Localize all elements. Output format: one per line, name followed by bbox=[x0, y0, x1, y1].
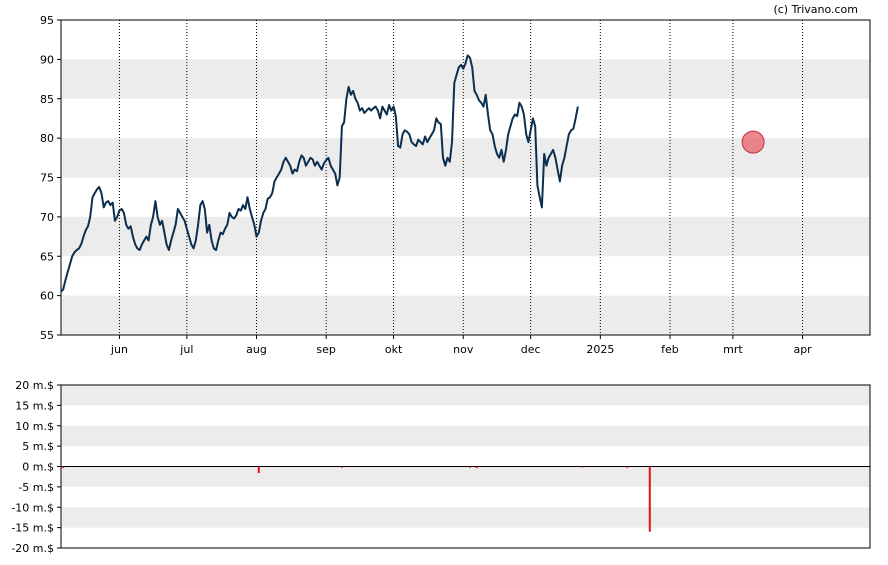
y-tick-label: 55 bbox=[40, 329, 54, 342]
x-tick-label: dec bbox=[521, 343, 541, 356]
volume-y-tick-label: 5 m.$ bbox=[22, 440, 54, 453]
volume-grid-band bbox=[61, 425, 870, 447]
x-tick-label: nov bbox=[453, 343, 474, 356]
price-series-line bbox=[60, 54, 579, 293]
x-tick-label: okt bbox=[385, 343, 403, 356]
price-plot-frame bbox=[60, 19, 871, 336]
volume-y-tick-label: -15 m.$ bbox=[11, 522, 54, 535]
price-grid-band bbox=[61, 216, 870, 257]
volume-bar bbox=[626, 466, 629, 468]
volume-grid-band bbox=[61, 466, 870, 487]
x-tick-label: feb bbox=[661, 343, 679, 356]
volume-y-tick-label: -20 m.$ bbox=[11, 542, 54, 555]
volume-bar bbox=[62, 466, 65, 469]
volume-bar bbox=[340, 466, 343, 468]
volume-bar bbox=[468, 466, 471, 468]
price-grid-band bbox=[61, 295, 870, 335]
highlight-marker bbox=[741, 130, 765, 154]
volume-y-tick-label: -5 m.$ bbox=[18, 481, 54, 494]
volume-y-tick-label: 10 m.$ bbox=[15, 420, 54, 433]
y-tick-label: 80 bbox=[40, 132, 54, 145]
x-tick-label: mrt bbox=[723, 343, 743, 356]
y-tick-label: 70 bbox=[40, 211, 54, 224]
volume-y-tick-label: 0 m.$ bbox=[22, 461, 54, 474]
volume-grid-band bbox=[61, 507, 870, 528]
volume-grid-band bbox=[61, 385, 870, 406]
y-tick-label: 85 bbox=[40, 93, 54, 106]
volume-bar bbox=[648, 466, 651, 532]
price-panel: jun jul aug sep okt nov dec 2025 feb mrt apr 95 90 85… bbox=[40, 14, 871, 356]
volume-bar bbox=[581, 466, 584, 468]
volume-bar bbox=[257, 466, 260, 474]
volume-y-tick-label: 15 m.$ bbox=[15, 399, 54, 412]
x-tick-label: aug bbox=[246, 343, 267, 356]
x-tick-label: 2025 bbox=[586, 343, 614, 356]
volume-y-tick-label: 20 m.$ bbox=[15, 379, 54, 392]
y-tick-label: 75 bbox=[40, 172, 54, 185]
volume-bar bbox=[475, 466, 478, 469]
y-tick-label: 90 bbox=[40, 53, 54, 66]
price-grid-band bbox=[61, 138, 870, 178]
volume-panel: 20 m.$ 15 m.$ 10 m.$ 5 m.$ 0 m.$ -5 m.$ -10 m.… bbox=[11, 379, 871, 555]
y-tick-label: 95 bbox=[40, 14, 54, 27]
volume-y-tick-label: -10 m.$ bbox=[11, 501, 54, 514]
x-tick-label: sep bbox=[316, 343, 335, 356]
credit-label: (c) Trivano.com bbox=[773, 3, 858, 16]
x-tick-label: jun bbox=[110, 343, 128, 356]
y-tick-label: 65 bbox=[40, 250, 54, 263]
x-tick-label: jul bbox=[179, 343, 193, 356]
y-tick-label: 60 bbox=[40, 290, 54, 303]
x-tick-label: apr bbox=[793, 343, 812, 356]
